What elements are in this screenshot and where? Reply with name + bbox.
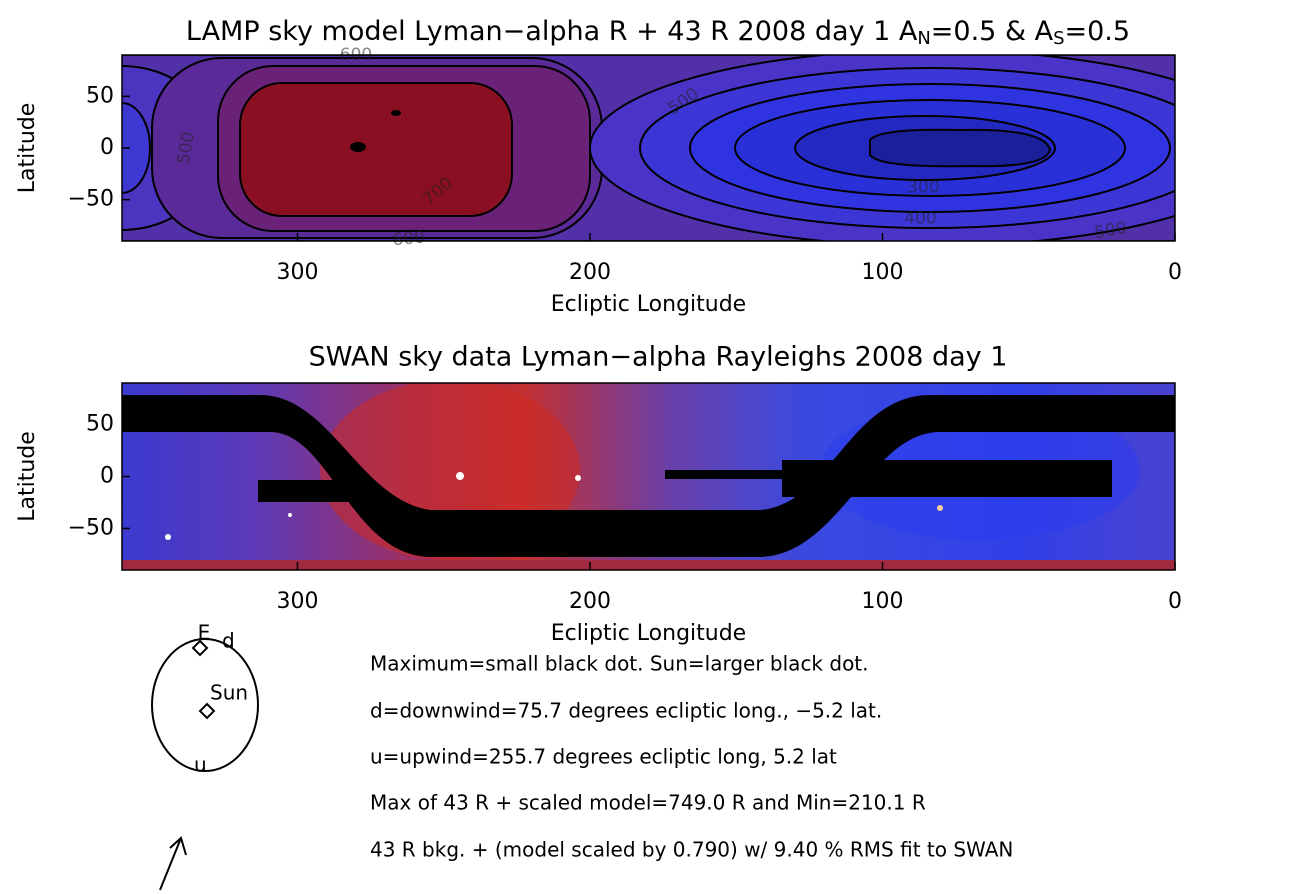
x-tick-label: 300: [277, 260, 319, 285]
chart-title: SWAN sky data Lyman−alpha Rayleighs 2008…: [309, 342, 1008, 373]
note-line: 43 R bkg. + (model scaled by 0.790) w/ 9…: [370, 838, 1013, 862]
contour-label: 400: [904, 208, 936, 228]
x-tick-label: 300: [277, 589, 319, 614]
x-tick-label: 200: [569, 260, 611, 285]
x-tick-label: 0: [1168, 589, 1182, 614]
y-tick-label: 0: [100, 464, 114, 489]
heatmap-image: [122, 383, 1175, 570]
y-axis-label: Latitude: [15, 103, 40, 194]
x-tick-label: 0: [1168, 260, 1182, 285]
note-line: d=downwind=75.7 degrees ecliptic long., …: [370, 699, 882, 723]
title-subscript: S: [1053, 28, 1064, 49]
diagram-label: d: [222, 629, 235, 653]
title-part: =0.5 & A: [931, 16, 1054, 47]
y-tick-label: −50: [68, 187, 114, 212]
contour-label: 300: [907, 177, 939, 197]
y-tick-label: −50: [68, 515, 114, 540]
diagram-label: Sun: [210, 681, 248, 705]
title-part: LAMP sky model Lyman−alpha R + 43 R 2008…: [186, 16, 918, 47]
x-axis-label: Ecliptic Longitude: [551, 621, 746, 646]
diagram-label: u: [194, 753, 207, 777]
y-tick-label: 50: [86, 83, 114, 108]
y-axis-label: Latitude: [15, 431, 40, 522]
note-line: Max of 43 R + scaled model=749.0 R and M…: [370, 791, 926, 815]
y-tick-label: 50: [86, 412, 114, 437]
x-tick-label: 200: [569, 589, 611, 614]
chart-title: LAMP sky model Lyman−alpha R + 43 R 2008…: [186, 16, 1130, 50]
x-tick-label: 100: [862, 260, 904, 285]
x-axis-label: Ecliptic Longitude: [551, 292, 746, 317]
notes: Maximum=small black dot. Sun=larger blac…: [370, 652, 1013, 862]
title-part: =0.5: [1065, 16, 1131, 47]
diagram-label: E: [198, 621, 211, 645]
title-subscript: N: [917, 28, 930, 49]
sky-diagram: [151, 638, 259, 891]
contour-label: 600: [392, 228, 426, 251]
note-line: Maximum=small black dot. Sun=larger blac…: [370, 652, 869, 676]
y-tick-label: 0: [100, 135, 114, 160]
note-line: u=upwind=255.7 degrees ecliptic long, 5.…: [370, 745, 837, 769]
x-tick-label: 100: [862, 589, 904, 614]
contour-map: [122, 55, 1175, 241]
